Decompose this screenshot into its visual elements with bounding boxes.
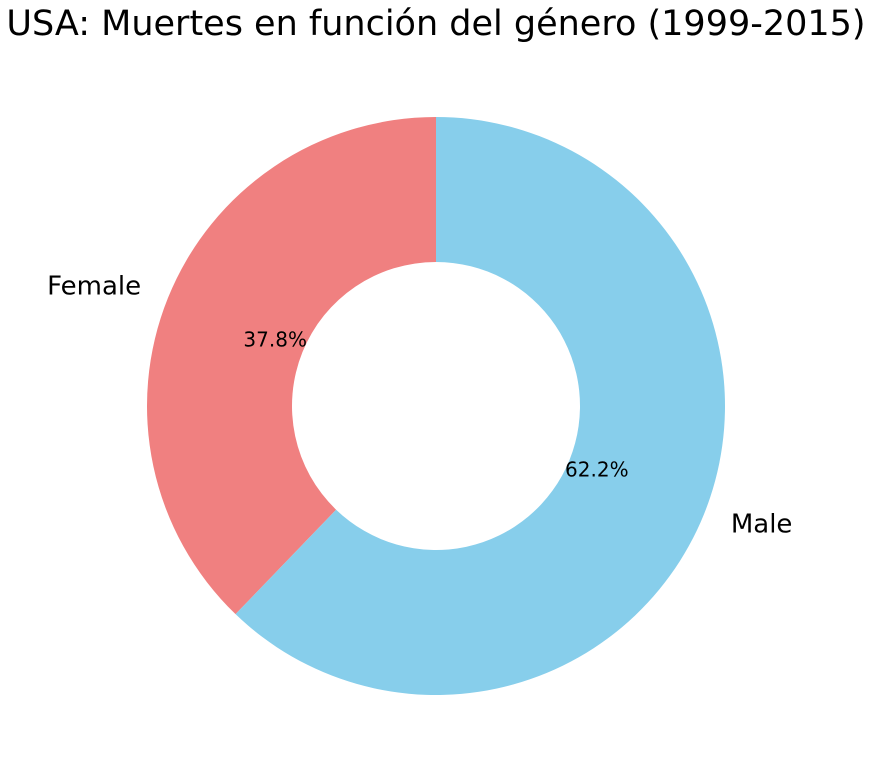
slice-labels: Female 37.8% Male 62.2%	[47, 272, 792, 540]
pct-label-male: 62.2%	[565, 457, 629, 481]
slice-male	[235, 117, 726, 696]
slice-female	[147, 117, 436, 615]
pct-label-female: 37.8%	[243, 328, 307, 352]
slice-label-male: Male	[731, 509, 793, 539]
chart-title: USA: Muertes en función del género (1999…	[6, 4, 866, 44]
donut-slices	[147, 117, 726, 696]
slice-label-female: Female	[47, 272, 141, 302]
